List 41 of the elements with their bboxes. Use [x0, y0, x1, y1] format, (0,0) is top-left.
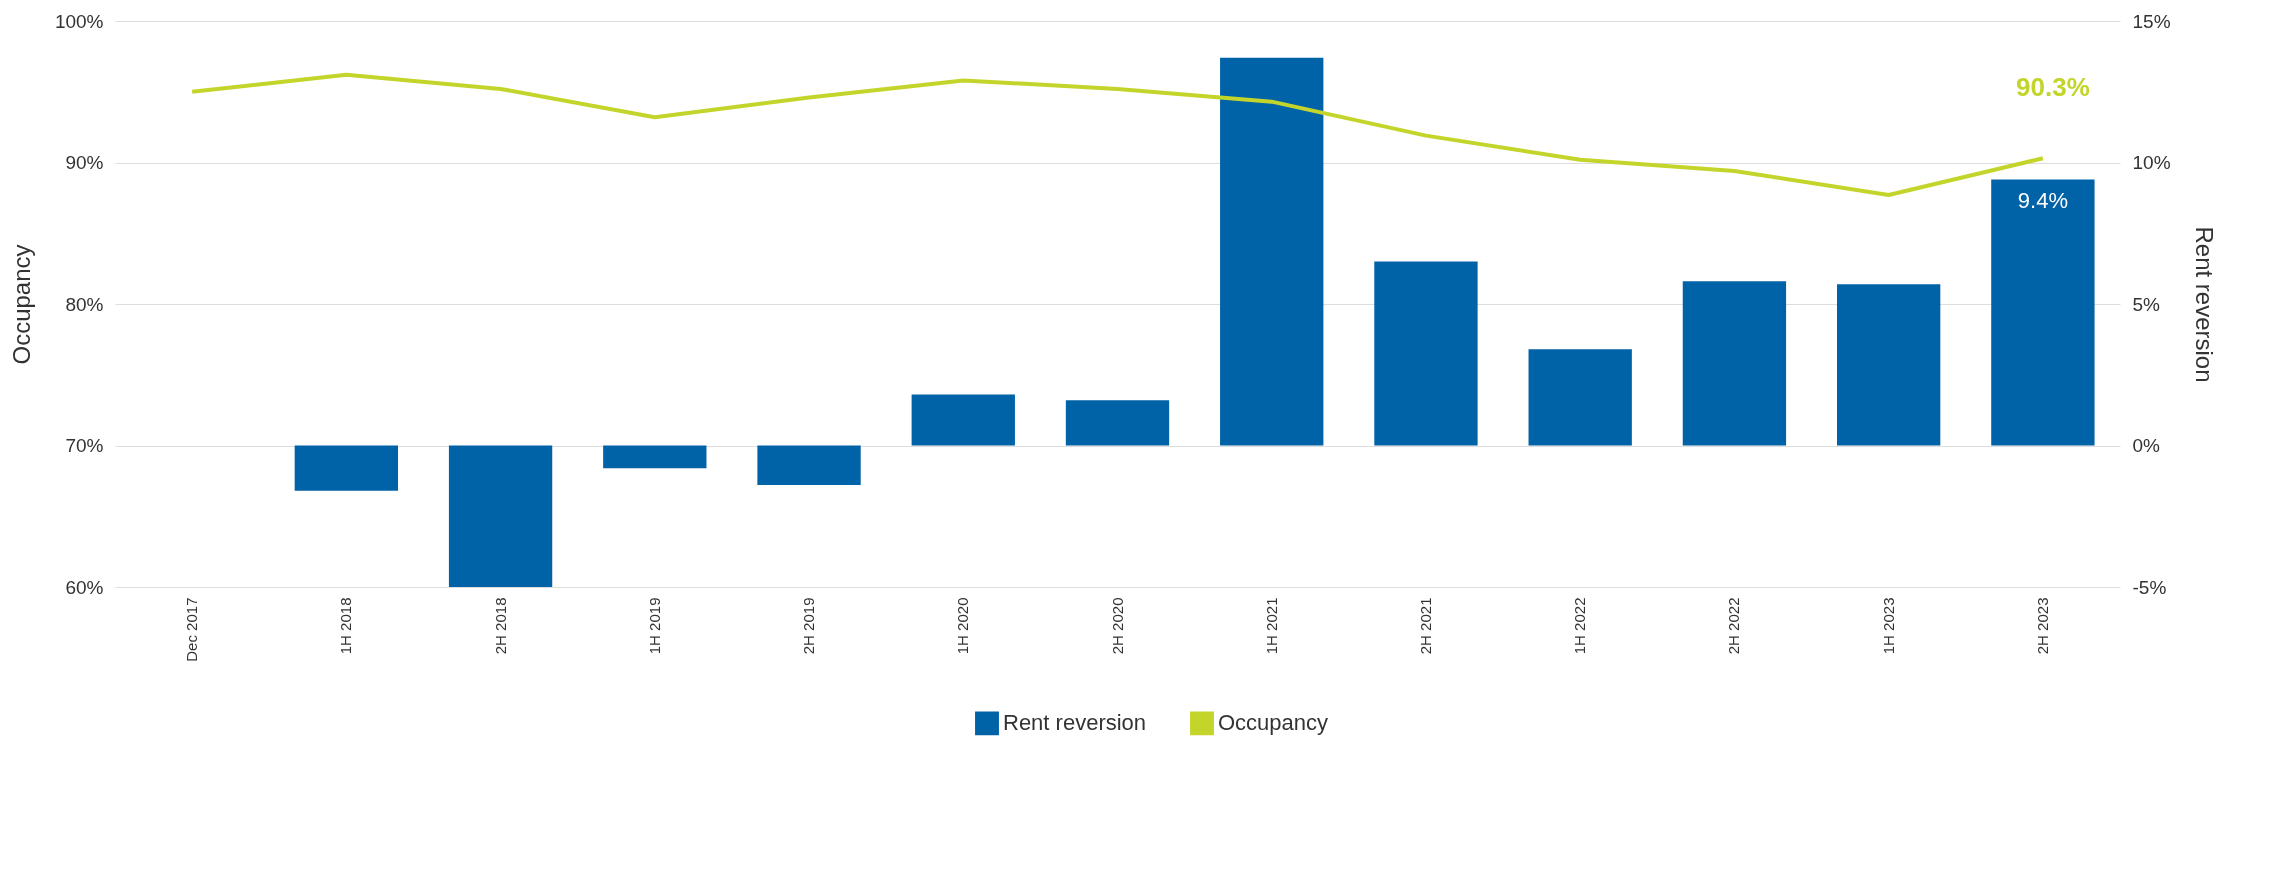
x-tick-label: 2H 2023 [2033, 597, 2051, 655]
bar [1836, 284, 1941, 446]
x-tick-label: 1H 2021 [1262, 597, 1280, 655]
y2-tick-label: 0% [2132, 435, 2161, 456]
data-label: 9.4% [2017, 188, 2068, 214]
x-tick-label: 1H 2018 [337, 597, 355, 655]
x-tick-label: 1H 2020 [954, 597, 972, 655]
y-tick-label: 80% [65, 293, 104, 315]
bar [757, 445, 861, 486]
bar [1991, 179, 2095, 446]
y2-tick-label: -5% [2132, 576, 2167, 598]
y-axis-title: Occupancy [7, 244, 35, 365]
bar [1220, 57, 1324, 446]
y-tick-label: 100% [54, 10, 104, 32]
bar [1065, 400, 1170, 446]
bar [603, 445, 707, 469]
x-tick-label: 2H 2020 [1108, 597, 1126, 655]
x-tick-label: 2H 2018 [491, 597, 509, 655]
y-tick-label: 70% [65, 435, 104, 456]
x-tick-label: 2H 2021 [1416, 597, 1434, 655]
x-tick-label: Dec 2017 [183, 597, 201, 662]
x-tick-label: 1H 2019 [645, 597, 663, 655]
legend-label: Occupancy [1218, 710, 1329, 736]
y2-axis-title: Rent reversion [2190, 226, 2218, 383]
bar [294, 445, 399, 491]
x-tick-label: 2H 2019 [800, 597, 818, 655]
annotation: 90.3% [2016, 72, 2090, 103]
bar [1374, 261, 1478, 446]
x-tick-label: 2H 2022 [1725, 597, 1743, 655]
y2-tick-label: 5% [2132, 293, 2161, 315]
y2-tick-label: 15% [2132, 10, 2171, 32]
bar [1682, 281, 1787, 446]
bar [1528, 349, 1632, 446]
y-tick-label: 90% [65, 152, 104, 173]
bar [448, 445, 553, 587]
legend-label: Rent reversion [1003, 710, 1147, 736]
bar [911, 394, 1015, 446]
y2-tick-label: 10% [2132, 152, 2171, 173]
x-tick-label: 1H 2022 [1571, 597, 1589, 655]
y-tick-label: 60% [65, 576, 104, 598]
x-tick-label: 1H 2023 [1879, 597, 1897, 655]
